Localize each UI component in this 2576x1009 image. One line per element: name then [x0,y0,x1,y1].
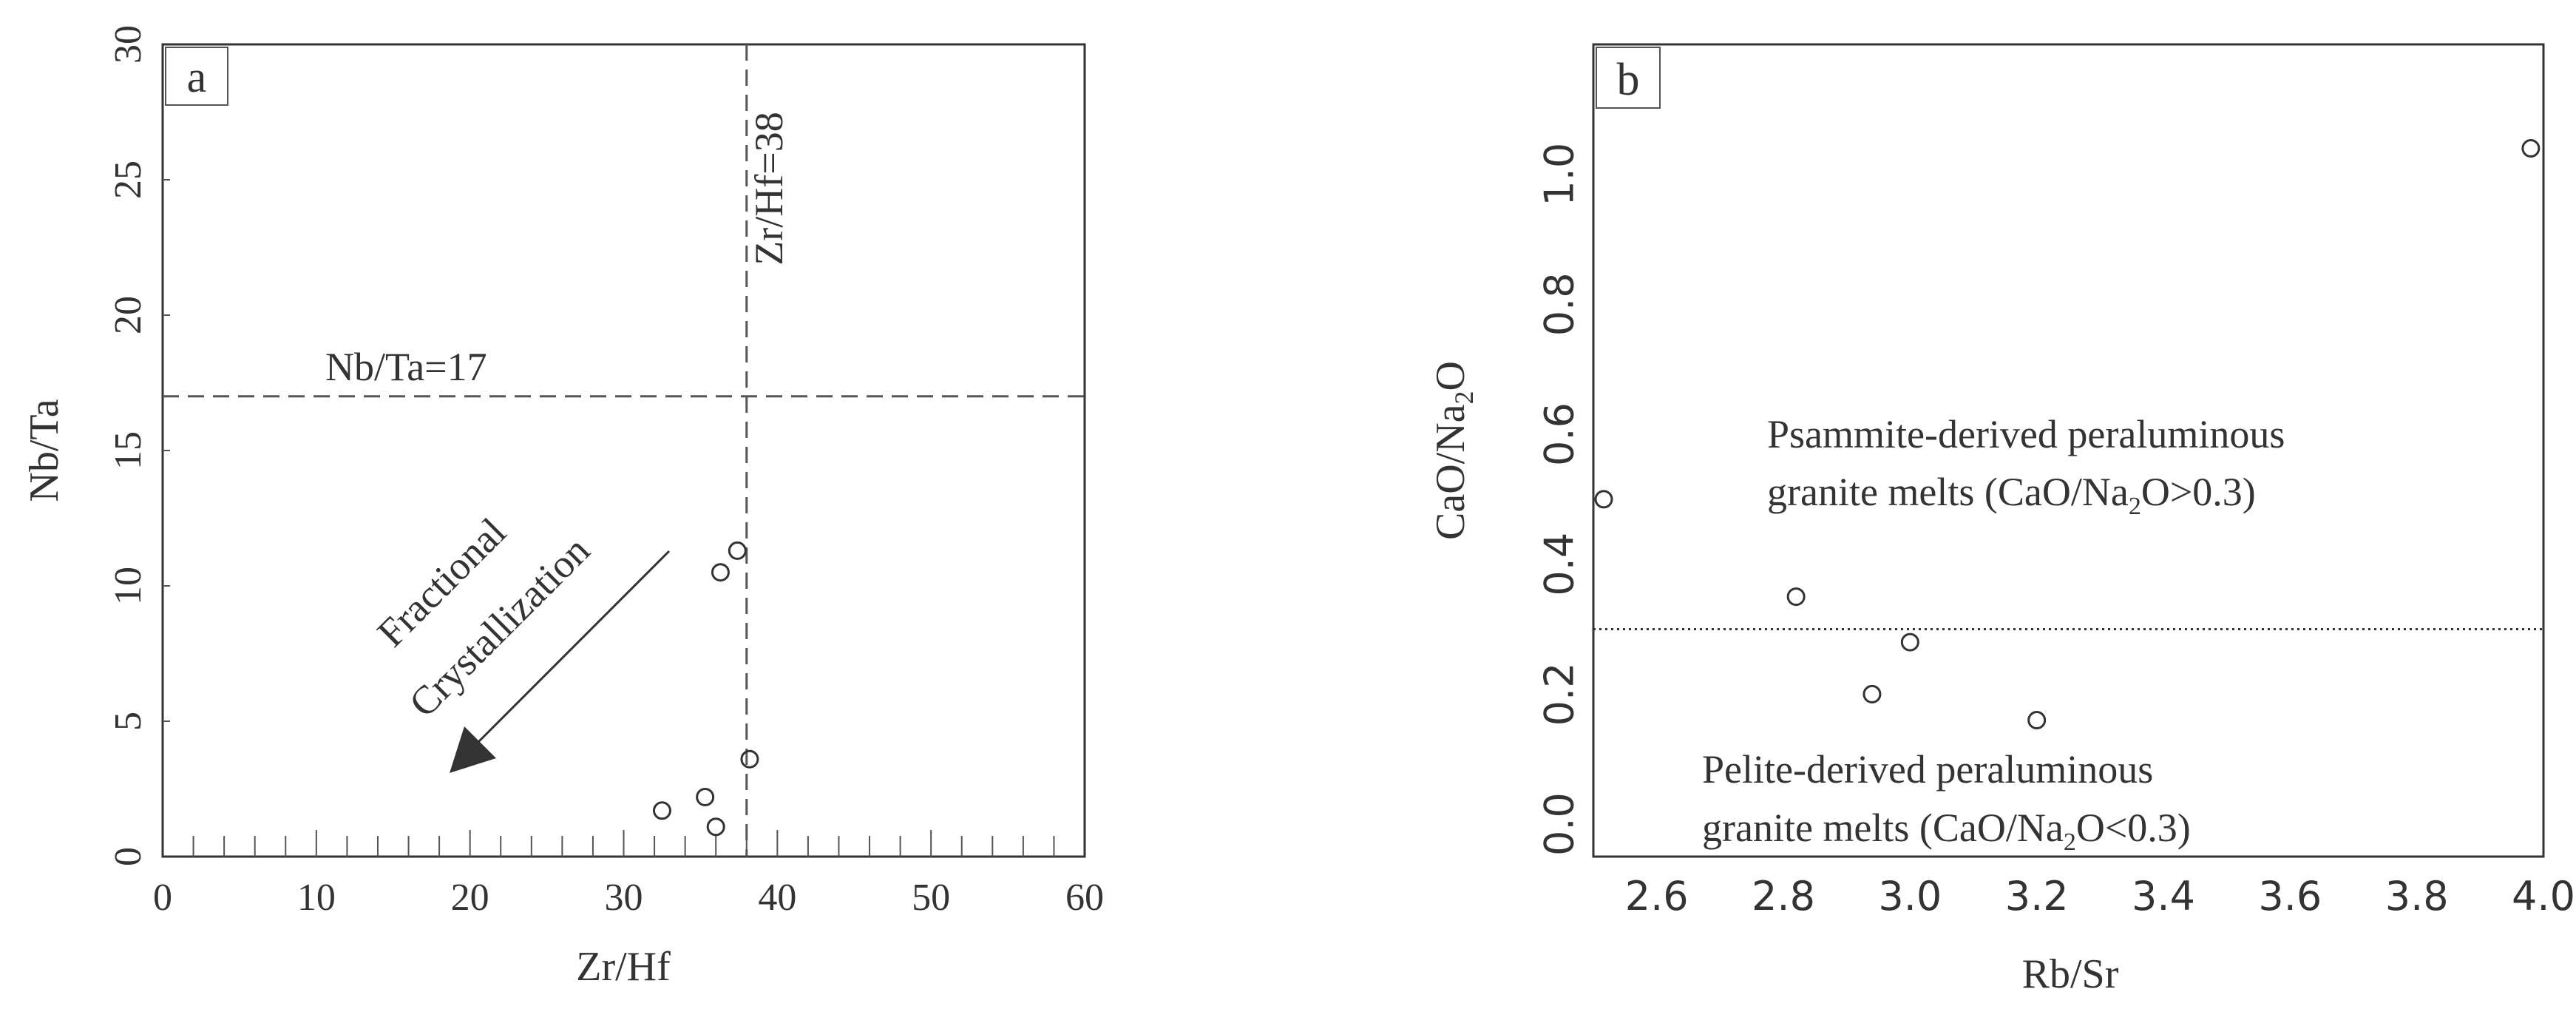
data-point [1594,490,1613,509]
data-point [728,541,747,560]
fractional-crystallization-arrowhead [450,726,496,773]
y-tick-label: 0.8 [1536,272,1583,336]
crystallization-annotation: Crystallization [401,528,598,726]
panel-a-x-axis-title: Zr/Hf [576,944,671,990]
x-tick-label: 3.6 [2258,873,2322,919]
x-tick-label: 40 [758,877,796,919]
x-tick-label: 0 [153,877,172,919]
x-tick-label: 60 [1065,877,1104,919]
x-tick-label: 3.4 [2132,873,2195,919]
y-tick-label: 25 [107,161,149,199]
y-tick-label: 0.4 [1536,533,1583,596]
y-tick-label: 1.0 [1536,143,1583,206]
panel-b-x-axis-title: Rb/Sr [2022,951,2119,997]
data-point [652,801,671,820]
y-tick-label: 10 [107,567,149,605]
data-point [711,563,730,582]
pelite-annotation-line2: granite melts (CaO/Na2O<0.3) [1702,806,2191,856]
y-tick-label: 15 [107,431,149,470]
data-point [706,817,725,837]
panel-b: 2.6 2.8 3.0 3.2 3.4 3.6 3.8 4.0 0.0 0.2 0.4 0.6 0.8 1… [1428,43,2575,997]
x-tick-label: 3.2 [2005,873,2069,919]
panel-a: 0 10 20 30 40 50 60 0 5 10 15 20 25 30 a Zr/Hf=38 Nb/… [21,25,1104,990]
data-point [2027,711,2047,730]
y-tick-label: 30 [107,25,149,64]
y-tick-label: 0.2 [1536,662,1583,726]
panel-b-tick-labels: 2.6 2.8 3.0 3.2 3.4 3.6 3.8 4.0 0.0 0.2 0.4 0.6 0.8 1… [1536,143,2575,919]
x-tick-label: 2.6 [1625,873,1689,919]
panel-b-label-box [1596,47,1661,109]
y-tick-label: 5 [107,712,149,731]
data-point [740,749,759,769]
panel-a-ticks [163,179,1055,857]
nb-ta-reference-label: Nb/Ta=17 [325,345,487,389]
data-point [1786,587,1806,607]
data-point [1900,632,1919,652]
x-tick-label: 3.8 [2385,873,2449,919]
data-point [696,787,715,806]
panel-a-label: a [187,53,207,101]
x-tick-label: 2.8 [1752,873,1815,919]
x-tick-label: 3.0 [1878,873,1942,919]
pelite-annotation-line1: Pelite-derived peraluminous [1702,747,2153,792]
panel-a-label-box [165,47,228,106]
data-point [1862,684,1882,703]
panel-b-frame [1592,43,2545,858]
x-tick-label: 10 [297,877,336,919]
psammite-annotation-line2: granite melts (CaO/Na2O>0.3) [1767,470,2256,520]
data-point [2521,139,2541,158]
x-tick-label: 30 [605,877,643,919]
panel-b-points [1594,139,2541,730]
zr-hf-reference-label: Zr/Hf=38 [747,112,791,265]
x-tick-label: 4.0 [2512,873,2575,919]
panel-a-tick-labels: 0 10 20 30 40 50 60 0 5 10 15 20 25 30 [107,25,1104,919]
panel-a-points [652,541,759,837]
y-tick-label: 0.0 [1536,792,1583,856]
panel-b-y-axis-title: CaO/Na2O [1428,361,1479,540]
x-tick-label: 20 [451,877,489,919]
panel-b-label: b [1617,55,1640,105]
y-tick-label: 0.6 [1536,402,1583,466]
fractional-crystallization-arrow-shaft [472,550,671,749]
panel-a-y-axis-title: Nb/Ta [21,399,67,502]
y-tick-label: 20 [107,296,149,334]
psammite-annotation-line1: Psammite-derived peraluminous [1767,412,2285,456]
y-tick-label: 0 [107,847,149,866]
x-tick-label: 50 [912,877,950,919]
panel-a-frame [161,43,1086,858]
